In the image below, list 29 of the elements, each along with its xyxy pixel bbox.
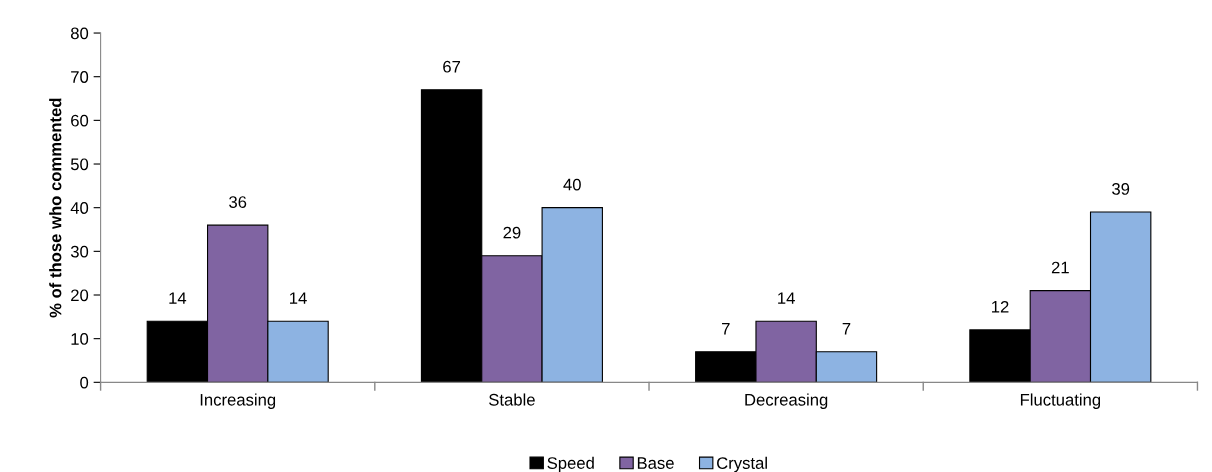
y-tick-label: 20 [71,289,89,302]
y-tick-label: 50 [70,158,89,171]
y-tick-label: 30 [70,245,89,258]
y-tick-label: 40 [70,202,89,214]
legend-label: Crystal [717,456,767,472]
data-label: 67 [443,60,461,73]
x-tick-label: Fluctuating [1020,393,1101,409]
data-label: 40 [563,178,581,191]
data-label: 14 [169,292,187,304]
y-axis-title: % of those who commented [49,98,62,318]
data-label: 36 [229,196,247,208]
data-label: 7 [722,322,730,335]
data-label: 21 [1051,261,1069,274]
data-label: 14 [290,292,307,304]
y-tick-label: 80 [70,27,89,40]
x-tick-label: Stable [489,393,535,406]
x-tick-label: Decreasing [745,393,828,409]
y-tick-label: 0 [80,376,89,389]
y-tick-label: 70 [71,71,89,83]
y-tick-label: 10 [71,333,89,345]
data-label: 14 [778,292,795,304]
data-label: 7 [842,322,851,335]
data-label: 29 [503,226,521,239]
legend-label: Base [637,457,674,469]
x-tick-label: Increasing [200,393,276,409]
y-tick-label: 60 [71,114,89,127]
data-label: 12 [992,300,1009,313]
legend-label: Speed [547,456,594,472]
data-label: 39 [1112,183,1130,195]
